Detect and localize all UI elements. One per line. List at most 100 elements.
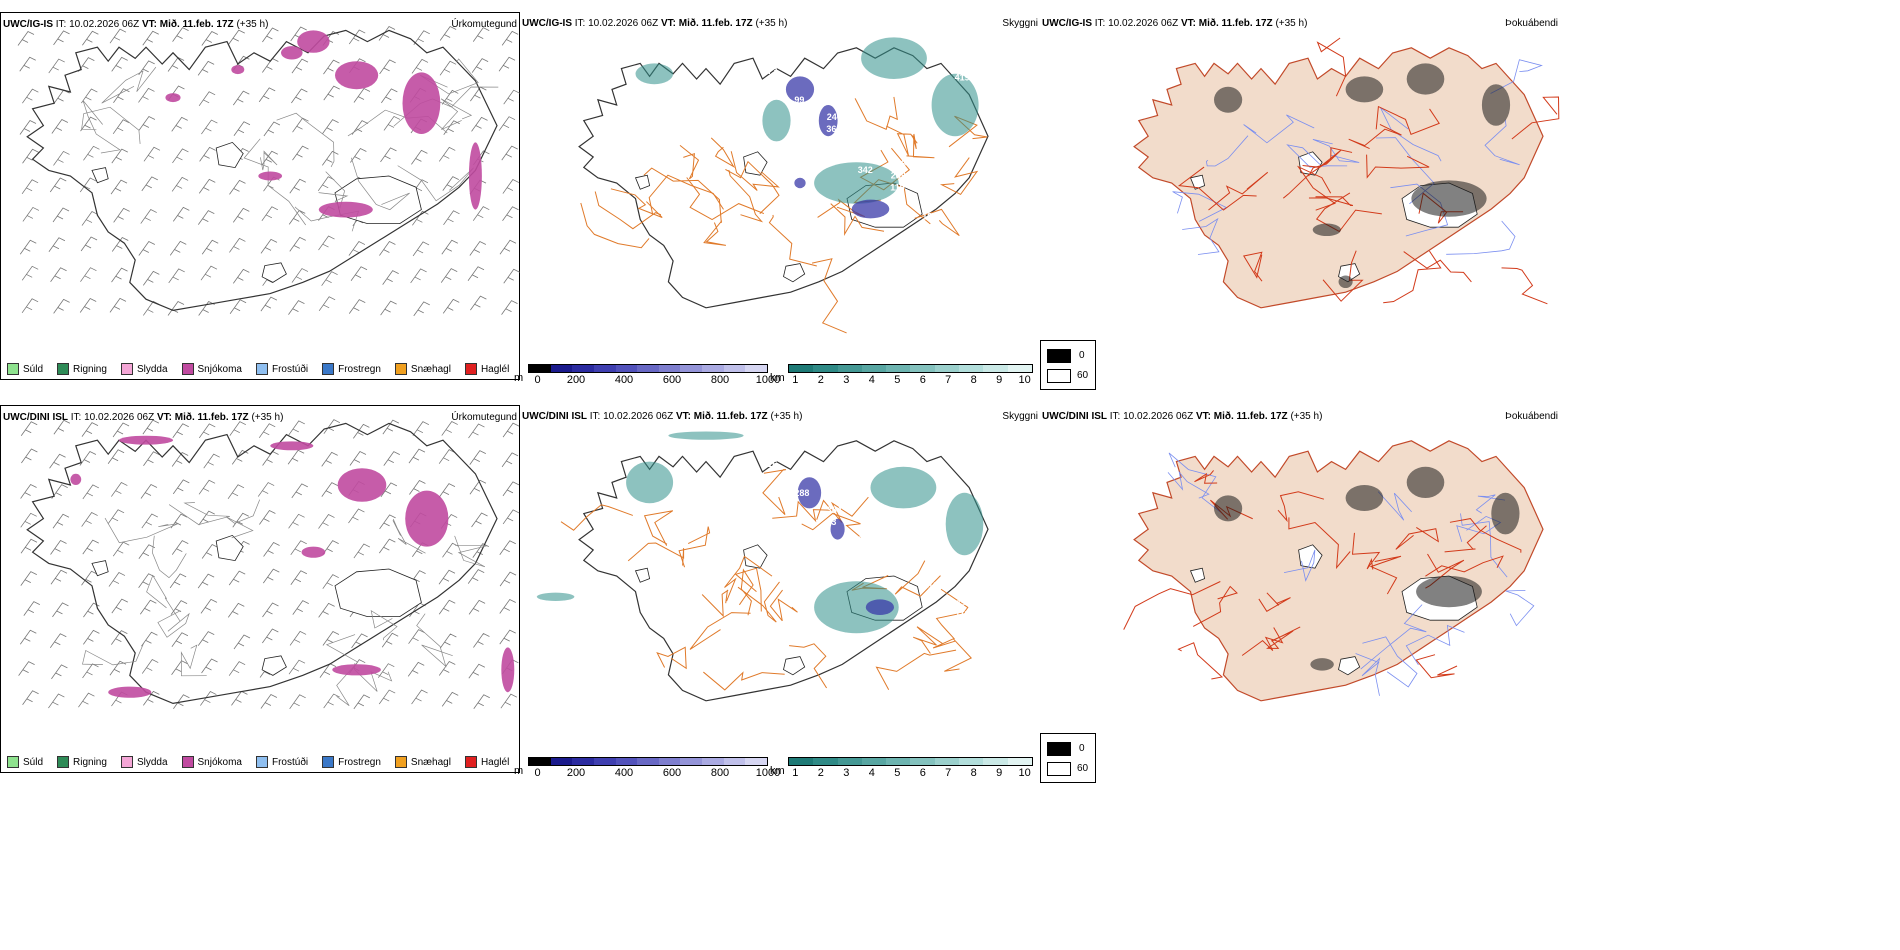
snow-area (335, 61, 379, 90)
colorbar-segment (593, 365, 616, 372)
legend-label: Snjókoma (197, 756, 242, 768)
colorbar-ticks: 0 200 400 600 800 1000 (528, 373, 781, 387)
cloud-base-label: 240 (987, 90, 1002, 100)
iceland-coastline (26, 29, 498, 312)
colorbar-tick: 200 (566, 374, 586, 386)
wind-barb (108, 572, 126, 587)
wind-barb (502, 422, 520, 438)
wind-barb (468, 663, 486, 679)
wind-barb (143, 451, 160, 466)
fog-legend-swatch (1047, 742, 1071, 756)
init-label: IT: (574, 18, 586, 29)
cloud-base-label: 121 (955, 217, 970, 227)
wind-barb (140, 484, 158, 499)
init-label: IT: (55, 19, 67, 30)
fog-area (1345, 485, 1384, 511)
wind-barb (353, 543, 371, 559)
wind-barb (80, 267, 97, 282)
visibility-panel: 616 384 608 491 288 291 613 120 83 244 115 UWC/DINI… (514, 405, 1040, 785)
road-line (913, 626, 943, 654)
wind-barb (501, 30, 519, 46)
legend-label: Frostúði (271, 363, 309, 375)
colorbar-tick: 8 (970, 767, 977, 779)
road-line (1302, 149, 1342, 177)
snow-area (301, 546, 326, 558)
colorbar-segment (1007, 365, 1032, 372)
legend-label: Snæhagl (410, 756, 451, 768)
cloud-base-label: 491 (956, 598, 971, 608)
wind-barb (52, 513, 70, 529)
wind-barb (53, 419, 71, 435)
legend-swatch (7, 363, 19, 375)
colorbar-tick: 10 (1018, 767, 1031, 779)
precip-legend: Súld Rigning Slydda Snjókoma Frostúði Frostre… (7, 756, 509, 768)
wind-barb (260, 693, 278, 709)
wind-barb (412, 210, 429, 226)
road-line (1316, 37, 1347, 97)
road-line (1351, 532, 1381, 570)
low-cloud-area (865, 599, 894, 615)
road-line (737, 581, 780, 623)
glacier-outline (634, 174, 651, 190)
wind-barb (83, 629, 100, 645)
glacier-outline (743, 544, 768, 569)
wind-barb (473, 633, 490, 648)
wind-barb (287, 449, 305, 465)
snow-area (468, 142, 482, 210)
road-line (932, 638, 973, 672)
wind-barb (167, 56, 185, 72)
wind-barb (411, 58, 429, 74)
init-value: 10.02.2026 06Z (603, 411, 674, 422)
wind-barb (499, 629, 516, 645)
road-line (1208, 171, 1269, 211)
road-line (679, 145, 700, 180)
init-value: 10.02.2026 06Z (69, 19, 140, 30)
wind-barb (381, 88, 398, 104)
wind-barb (169, 573, 187, 589)
cloud-base-label: 119 (890, 182, 905, 192)
wind-barb (201, 31, 219, 46)
wind-barb (260, 296, 278, 312)
road-line (768, 214, 817, 267)
legend-item: Slydda (120, 756, 168, 768)
snow-area (281, 46, 303, 60)
wind-barb (111, 56, 128, 72)
wind-barb (22, 88, 39, 104)
wind-barb (141, 513, 159, 529)
wind-barb (498, 116, 516, 131)
road-line (686, 177, 765, 221)
road-line (1383, 250, 1442, 304)
wind-barb (502, 481, 520, 497)
iceland-coastline (1133, 47, 1544, 309)
road-line (643, 167, 722, 223)
legend-label: Frostregn (338, 756, 381, 768)
road-line (1511, 96, 1560, 140)
wind-barb (321, 271, 338, 286)
colorbar-segment (723, 758, 746, 765)
wind-barb (348, 508, 365, 524)
legend-label: Frostregn (338, 363, 381, 375)
valid-label: VT: (660, 18, 676, 29)
fog-area (1406, 466, 1445, 498)
wind-barb (111, 630, 128, 645)
road-line (370, 609, 398, 641)
wind-barb (318, 514, 335, 529)
wind-barb (290, 540, 307, 556)
snow-area (119, 435, 173, 445)
glacier-outline (261, 262, 287, 283)
legend-swatch (394, 756, 407, 768)
low-cloud-area (785, 76, 815, 103)
road-line (392, 518, 426, 554)
legend-item: Rigning (57, 756, 107, 768)
colorbar-segment (837, 365, 862, 372)
colorbar-segment (593, 758, 616, 765)
visibility-colorbar: 1 2 3 4 5 6 7 8 9 10 km (770, 364, 1033, 387)
cloud-base-label: 419 (955, 73, 970, 83)
legend-swatch (57, 756, 70, 768)
wind-barb (503, 268, 520, 284)
wind-barb (172, 479, 190, 495)
legend-label: Súld (23, 756, 44, 768)
wind-barb (228, 661, 246, 676)
legend-item: Snæhagl (394, 363, 451, 375)
low-visibility-area (814, 581, 899, 634)
